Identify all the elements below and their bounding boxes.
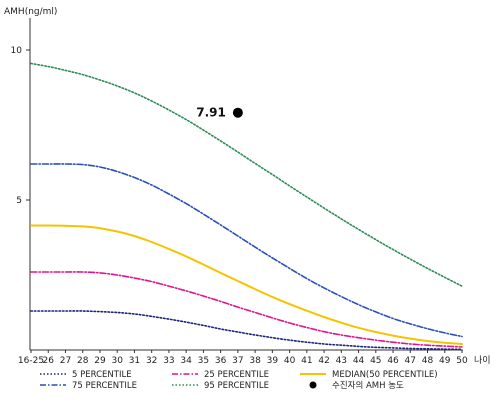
x-tick-label: 41 — [301, 356, 312, 366]
y-axis-label: AMH(ng/ml) — [4, 7, 57, 17]
series-line — [30, 224, 463, 345]
legend-label: 95 PERCENTILE — [204, 381, 269, 391]
series-line — [30, 310, 463, 351]
legend-label: 75 PERCENTILE — [72, 381, 137, 391]
x-tick-label: 36 — [215, 356, 227, 366]
x-tick-label: 26 — [43, 356, 55, 366]
x-tick-label: 32 — [146, 356, 157, 366]
x-tick-label: 16-25 — [18, 356, 44, 366]
y-tick-label: 5 — [16, 196, 22, 206]
x-tick-label: 47 — [405, 356, 416, 366]
x-tick-label: 45 — [370, 356, 381, 366]
x-tick-label: 46 — [387, 356, 399, 366]
x-tick-label: 27 — [60, 356, 71, 366]
x-tick-label: 30 — [111, 356, 123, 366]
x-tick-label: 44 — [353, 356, 365, 366]
x-tick-label: 40 — [284, 356, 296, 366]
patient-amh-value-label: 7.91 — [196, 106, 226, 120]
x-tick-label: 37 — [232, 356, 243, 366]
y-tick-label: 10 — [11, 46, 23, 56]
series-line — [30, 62, 463, 287]
percentile-curves — [30, 62, 463, 351]
x-tick-label: 43 — [336, 356, 347, 366]
legend-label: 5 PERCENTILE — [72, 370, 132, 380]
legend-label: MEDIAN(50 PERCENTILE) — [332, 370, 438, 380]
x-tick-label: 50 — [456, 356, 468, 366]
x-tick-label: 34 — [180, 356, 192, 366]
legend: 5 PERCENTILE 25 PERCENTILE MEDIAN(50 PERCE… — [40, 370, 438, 391]
series-line — [30, 271, 463, 348]
x-tick-label: 28 — [77, 356, 89, 366]
legend-marker-swatch — [309, 381, 317, 389]
x-axis-label: 나이 — [474, 355, 491, 366]
x-tick-label: 38 — [249, 356, 261, 366]
x-tick-label: 49 — [439, 356, 451, 366]
x-tick-label: 35 — [198, 356, 209, 366]
x-tick-label: 48 — [422, 356, 434, 366]
x-tick-label: 29 — [94, 356, 106, 366]
x-tick-label: 31 — [129, 356, 140, 366]
legend-marker-label: 수진자의 AMH 농도 — [332, 380, 404, 391]
marker-layer: 7.91 — [196, 106, 243, 120]
patient-amh-point — [232, 107, 243, 118]
x-tick-label: 39 — [267, 356, 279, 366]
x-tick-label: 33 — [163, 356, 174, 366]
x-tick-label: 42 — [318, 356, 329, 366]
series-line — [30, 163, 463, 338]
legend-label: 25 PERCENTILE — [204, 370, 269, 380]
